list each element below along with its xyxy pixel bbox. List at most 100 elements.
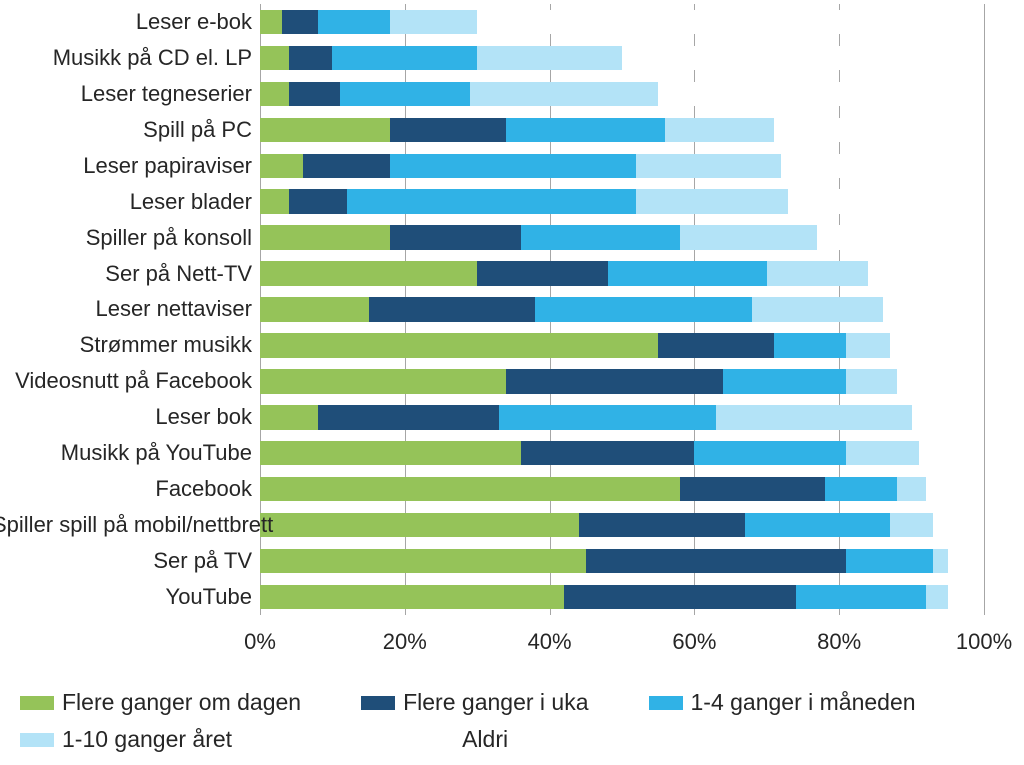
legend-label-yearly: 1-10 ganger året [62,726,232,753]
bar-row: Facebook [260,471,984,507]
bar-segment-weekly [282,10,318,34]
bar-segment-weekly [318,405,499,429]
bar-segment-daily [260,154,303,178]
legend-item-monthly: 1-4 ganger i måneden [649,689,916,716]
bar-segment-daily [260,261,477,285]
category-label: Strømmer musikk [0,334,260,356]
bar-row: Musikk på CD el. LP [260,40,984,76]
stacked-bar [260,10,984,34]
bar-segment-monthly [318,10,390,34]
legend-item-never: Aldri [462,726,508,753]
bar-segment-never [919,441,984,465]
media-usage-chart: Leser e-bokMusikk på CD el. LPLeser tegn… [0,0,1024,765]
bar-segment-weekly [680,477,825,501]
legend-label-weekly: Flere ganger i uka [403,689,588,716]
bar-segment-yearly [897,477,926,501]
bar-segment-never [912,405,984,429]
bar-segment-daily [260,225,390,249]
legend-item-yearly: 1-10 ganger året [20,726,232,753]
bar-segment-yearly [767,261,868,285]
bar-segment-never [774,118,984,142]
category-label: Leser tegneserier [0,83,260,105]
bar-segment-yearly [846,441,918,465]
bar-segment-yearly [665,118,774,142]
bar-segment-yearly [390,10,477,34]
category-label: Musikk på CD el. LP [0,47,260,69]
legend-label-daily: Flere ganger om dagen [62,689,301,716]
bar-segment-yearly [890,513,933,537]
bar-segment-weekly [390,118,506,142]
bar-segment-monthly [390,154,636,178]
bar-segment-weekly [586,549,847,573]
bar-segment-yearly [636,189,788,213]
bar-segment-never [933,513,984,537]
bar-segment-monthly [535,297,752,321]
bar-segment-yearly [716,405,911,429]
legend-row-2: 1-10 ganger året Aldri [20,726,1014,753]
bar-segment-monthly [745,513,890,537]
bar-segment-never [781,154,984,178]
bar-segment-never [948,585,984,609]
bar-segment-yearly [846,333,889,357]
bar-segment-daily [260,477,680,501]
bar-segment-never [817,225,984,249]
bar-segment-weekly [658,333,774,357]
bar-segment-monthly [723,369,846,393]
bar-segment-monthly [846,549,933,573]
bar-row: Strømmer musikk [260,327,984,363]
bar-row: Videosnutt på Facebook [260,363,984,399]
bar-row: Spill på PC [260,112,984,148]
bar-segment-daily [260,405,318,429]
plot-area: Leser e-bokMusikk på CD el. LPLeser tegn… [260,4,984,615]
legend-swatch-monthly [649,696,683,710]
bar-segment-daily [260,82,289,106]
bar-segment-daily [260,441,521,465]
bar-segment-never [926,477,984,501]
legend-label-monthly: 1-4 ganger i måneden [691,689,916,716]
category-label: Spiller spill på mobil/nettbrett [0,514,260,536]
bar-segment-daily [260,585,564,609]
bar-segment-daily [260,297,369,321]
bar-segment-daily [260,369,506,393]
bar-segment-daily [260,10,282,34]
legend-item-daily: Flere ganger om dagen [20,689,301,716]
x-tick-label: 20% [383,629,427,655]
bar-segment-daily [260,189,289,213]
x-tick-label: 100% [956,629,1012,655]
bar-segment-daily [260,333,658,357]
category-label: Leser blader [0,191,260,213]
bar-row: Spiller spill på mobil/nettbrett [260,507,984,543]
bar-segment-monthly [774,333,846,357]
category-label: Leser nettaviser [0,298,260,320]
bar-segment-monthly [608,261,767,285]
stacked-bar [260,513,984,537]
category-label: Leser bok [0,406,260,428]
stacked-bar [260,46,984,70]
bar-row: Ser på TV [260,543,984,579]
bar-segment-weekly [289,82,340,106]
bar-segment-weekly [369,297,536,321]
bar-row: Spiller på konsoll [260,220,984,256]
bar-row: Leser blader [260,184,984,220]
bar-segment-daily [260,513,579,537]
category-label: Ser på TV [0,550,260,572]
bar-segment-yearly [933,549,947,573]
bar-row: Ser på Nett-TV [260,256,984,292]
category-label: Leser papiraviser [0,155,260,177]
stacked-bar [260,118,984,142]
stacked-bar [260,549,984,573]
stacked-bar [260,225,984,249]
bar-segment-weekly [521,441,695,465]
bar-segment-yearly [752,297,882,321]
x-tick-label: 0% [244,629,276,655]
stacked-bar [260,154,984,178]
bar-segment-monthly [796,585,926,609]
category-label: Facebook [0,478,260,500]
bar-segment-monthly [825,477,897,501]
bar-segment-daily [260,118,390,142]
legend-swatch-yearly [20,733,54,747]
category-label: Videosnutt på Facebook [0,370,260,392]
bar-segment-weekly [289,189,347,213]
bar-segment-weekly [390,225,520,249]
gridline [984,4,985,615]
